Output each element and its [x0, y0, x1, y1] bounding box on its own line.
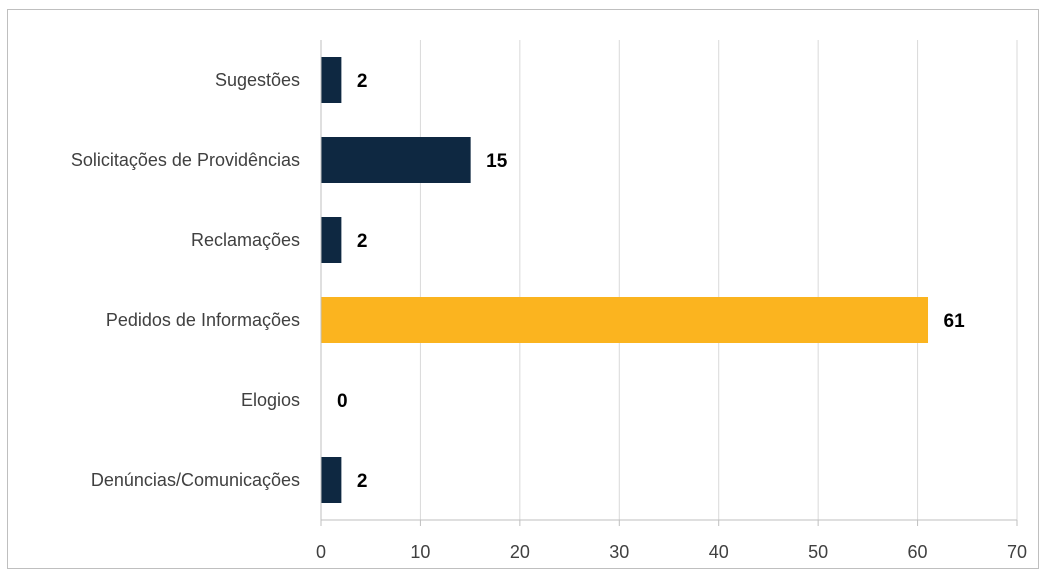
x-tick-label: 50 [808, 542, 828, 562]
labels: Sugestões 2 Solicitações de Providências 15… [71, 70, 965, 492]
x-tick-label: 70 [1007, 542, 1027, 562]
data-label: 2 [357, 231, 368, 252]
bars [321, 57, 929, 503]
data-label: 2 [357, 71, 368, 92]
bar [321, 137, 471, 183]
x-axis: 0 10 20 30 40 50 60 70 [316, 40, 1027, 562]
bar [321, 457, 342, 503]
x-tick-label: 60 [908, 542, 928, 562]
x-tick-label: 10 [410, 542, 430, 562]
category-label: Elogios [241, 390, 300, 410]
category-label: Sugestões [215, 70, 300, 90]
x-tick-label: 20 [510, 542, 530, 562]
bar [321, 297, 929, 343]
data-label: 2 [357, 471, 368, 492]
gridlines [419, 40, 1018, 520]
x-tick-label: 0 [316, 542, 326, 562]
category-label: Denúncias/Comunicações [91, 470, 300, 490]
x-tick-label: 30 [609, 542, 629, 562]
category-label: Solicitações de Providências [71, 150, 300, 170]
data-label: 15 [486, 151, 508, 172]
bar [321, 217, 342, 263]
x-tick-label: 40 [709, 542, 729, 562]
chart-frame [7, 9, 1039, 569]
category-label: Reclamações [191, 230, 300, 250]
data-label: 0 [337, 391, 348, 412]
bar [321, 57, 342, 103]
data-label: 61 [944, 311, 966, 332]
category-label: Pedidos de Informações [106, 310, 300, 330]
